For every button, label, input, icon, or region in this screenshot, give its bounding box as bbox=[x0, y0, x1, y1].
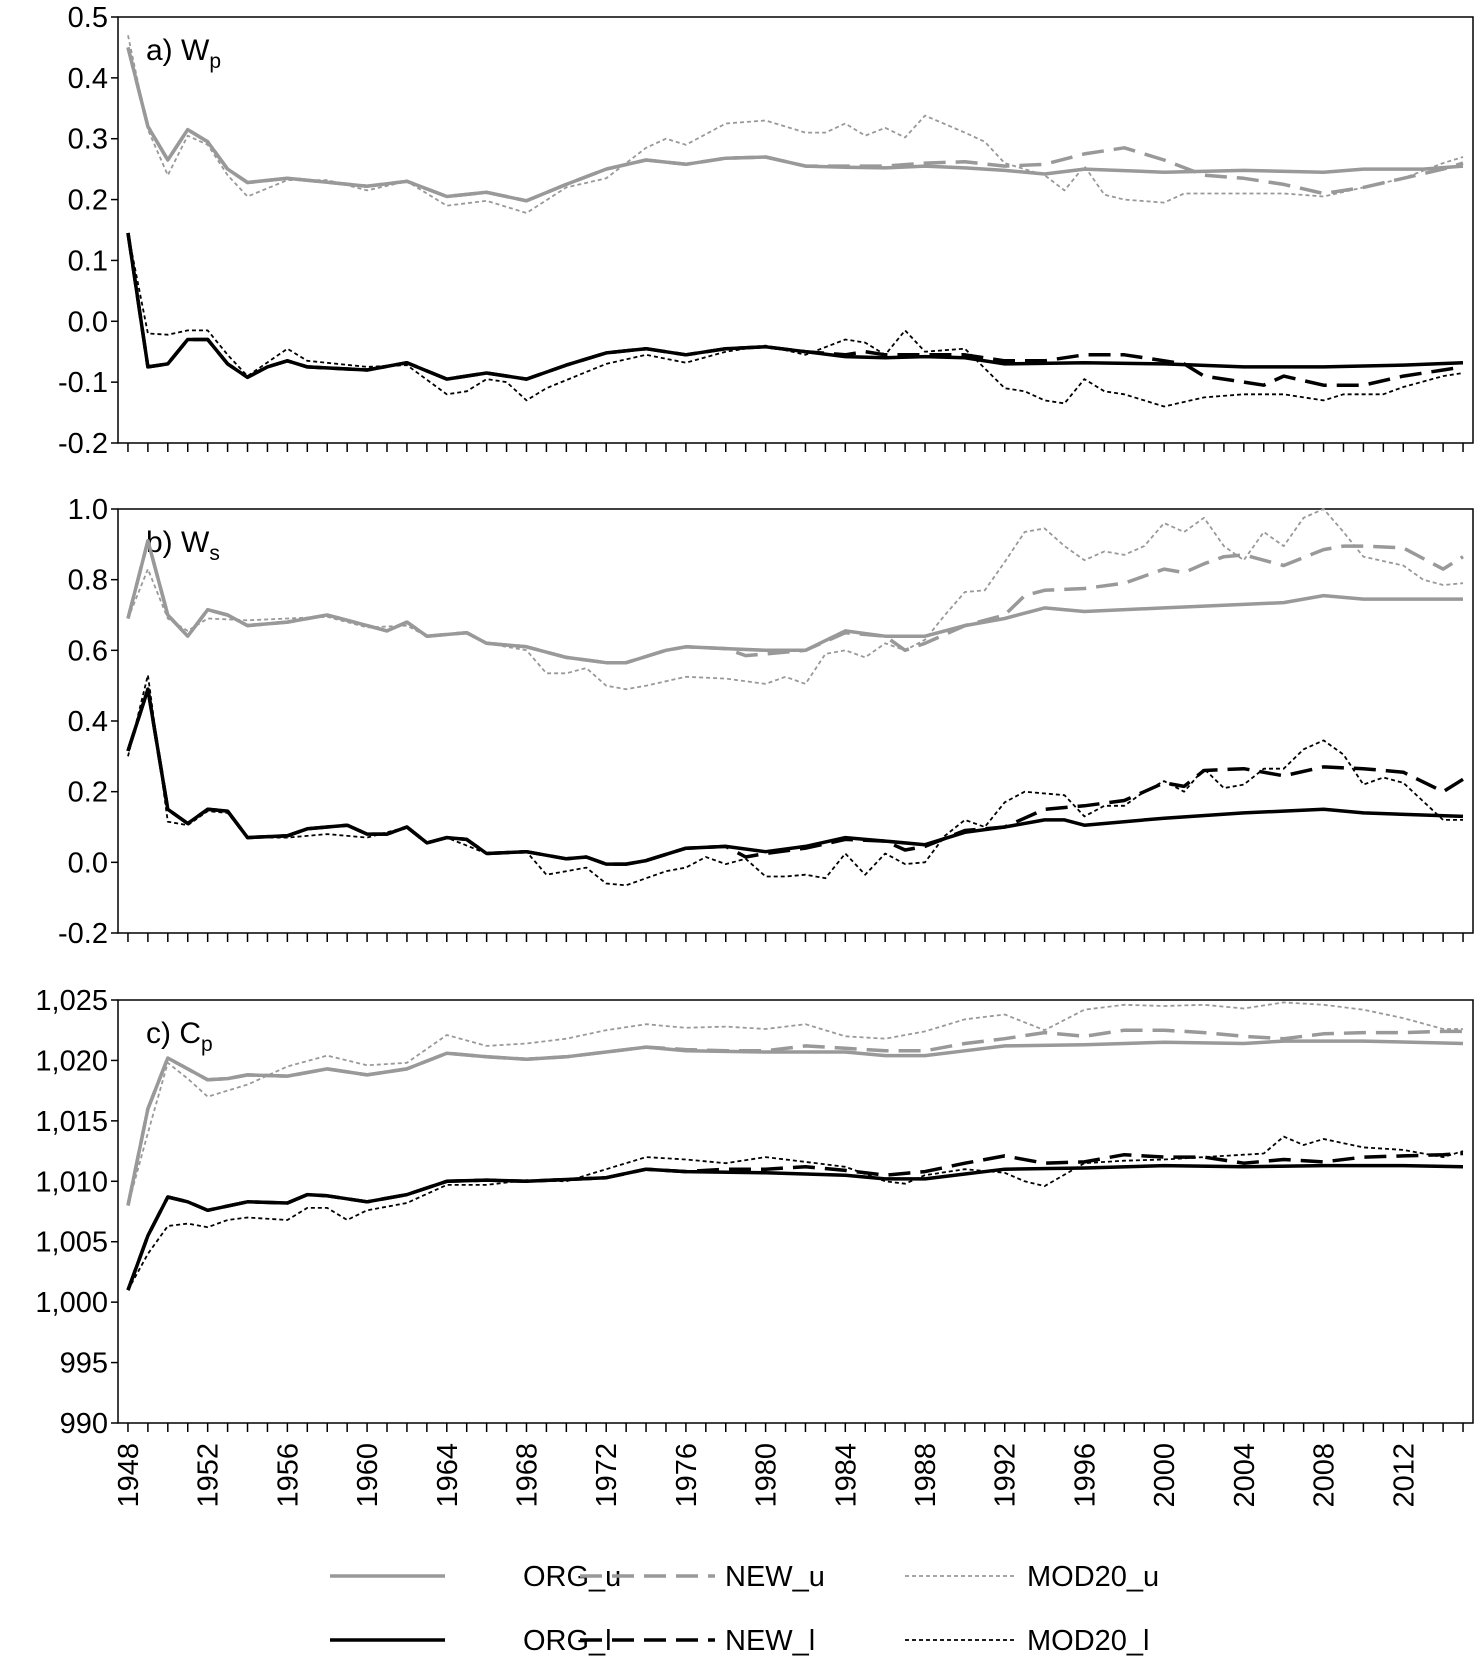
y-tick-label: 0.4 bbox=[68, 63, 108, 95]
x-tick-label: 1996 bbox=[1069, 1443, 1101, 1508]
legend-label-mod20-u: MOD20_u bbox=[1027, 1561, 1159, 1593]
legend-label-org-u: ORG_u bbox=[523, 1561, 621, 1593]
series-line-org-u bbox=[126, 1039, 1464, 1206]
y-tick-label: 1,005 bbox=[35, 1227, 108, 1259]
series-line-org-l bbox=[126, 232, 1464, 381]
y-tick-label: 1,025 bbox=[35, 985, 108, 1017]
series-line-org-u bbox=[126, 539, 1463, 665]
y-tick-label: 1,000 bbox=[35, 1287, 108, 1319]
legend-label-mod20-l: MOD20_l bbox=[1027, 1625, 1150, 1657]
y-tick-label: -0.1 bbox=[58, 367, 108, 399]
series-line-mod20-l bbox=[127, 674, 1463, 887]
x-tick-label: 1980 bbox=[751, 1443, 783, 1508]
panel-label-subscript: p bbox=[201, 1033, 213, 1056]
panel-2: -0.2 0.0 0.2 0.4 0.6 0.8 1.0 b) Ws bbox=[58, 494, 1474, 950]
x-tick-label: 1956 bbox=[272, 1443, 304, 1508]
y-tick-label: 1,010 bbox=[35, 1166, 108, 1198]
x-tick-label: 1960 bbox=[352, 1443, 384, 1508]
y-tick-label: 0.0 bbox=[68, 306, 108, 338]
y-tick-label: 0.2 bbox=[68, 777, 108, 809]
x-tick-label: 2008 bbox=[1309, 1443, 1341, 1508]
y-tick-label: 0.4 bbox=[68, 706, 108, 738]
series-line-mod20-l bbox=[127, 232, 1464, 408]
series-line-mod20-u bbox=[127, 1001, 1463, 1206]
x-tick-label: 1948 bbox=[113, 1443, 145, 1508]
x-tick-label: 2000 bbox=[1149, 1443, 1181, 1508]
y-tick-label: 0.5 bbox=[68, 2, 108, 34]
x-axis: 1948 1952 1956 1960 1964 1968 1972 1976 1980 1984… bbox=[113, 1443, 1420, 1508]
y-tick-label: 0.3 bbox=[68, 124, 108, 156]
panel-frame bbox=[117, 508, 1474, 934]
panel-label: b) Ws bbox=[146, 526, 220, 565]
x-tick-label: 2004 bbox=[1229, 1443, 1261, 1508]
y-tick-label: 0.1 bbox=[68, 245, 108, 277]
series-line-mod20-l bbox=[127, 1135, 1464, 1291]
y-tick-label: -0.2 bbox=[58, 918, 108, 950]
y-tick-label: 0.8 bbox=[68, 565, 108, 597]
x-tick-label: 1984 bbox=[830, 1443, 862, 1508]
y-tick-label: 995 bbox=[60, 1348, 108, 1380]
panel-frame bbox=[117, 16, 1474, 444]
panel-3: 990 995 1,000 1,005 1,010 1,015 1,020 1,025 c) C… bbox=[35, 985, 1474, 1440]
y-tick-label: 1,020 bbox=[35, 1045, 108, 1077]
legend-label-new-l: NEW_l bbox=[725, 1625, 815, 1657]
series-line-new-u bbox=[126, 539, 1464, 665]
panel-label-subscript: s bbox=[209, 542, 220, 565]
y-tick-label: 0.2 bbox=[68, 185, 108, 217]
y-tick-label: 990 bbox=[60, 1408, 108, 1440]
x-tick-label: 1976 bbox=[671, 1443, 703, 1508]
series-line-mod20-u bbox=[127, 35, 1464, 214]
panel-label: c) Cp bbox=[146, 1017, 213, 1056]
x-tick-label: 1968 bbox=[511, 1443, 543, 1508]
series-line-org-l bbox=[126, 687, 1464, 866]
x-tick-label: 1952 bbox=[193, 1443, 225, 1508]
x-tick-label: 1964 bbox=[432, 1443, 464, 1508]
series-line-mod20-u bbox=[127, 508, 1464, 691]
y-tick-label: 0.0 bbox=[68, 847, 108, 879]
series-line-new-u bbox=[126, 1028, 1463, 1206]
panel-1: -0.2 -0.1 0.0 0.1 0.2 0.3 0.4 0.5 a) Wp bbox=[58, 2, 1474, 460]
series-line-new-l bbox=[126, 687, 1464, 866]
panel-frame bbox=[117, 999, 1474, 1424]
x-tick-label: 1988 bbox=[910, 1443, 942, 1508]
legend-label-new-u: NEW_u bbox=[725, 1561, 825, 1593]
series-line-org-l bbox=[126, 1163, 1464, 1291]
chart-panels: -0.2 -0.1 0.0 0.1 0.2 0.3 0.4 0.5 a) Wp -0.2 0.0 0.… bbox=[35, 2, 1474, 1440]
y-tick-label: 0.6 bbox=[68, 635, 108, 667]
series-line-org-u bbox=[126, 46, 1464, 203]
x-tick-label: 2012 bbox=[1388, 1443, 1420, 1508]
y-tick-label: 1,015 bbox=[35, 1106, 108, 1138]
panel-label: a) Wp bbox=[146, 34, 221, 73]
panel-label-subscript: p bbox=[209, 50, 221, 73]
x-tick-label: 1972 bbox=[591, 1443, 623, 1508]
series-line-new-u bbox=[126, 46, 1464, 203]
y-tick-label: 1.0 bbox=[68, 494, 108, 526]
x-tick-label: 1992 bbox=[990, 1443, 1022, 1508]
y-tick-label: -0.2 bbox=[58, 428, 108, 460]
